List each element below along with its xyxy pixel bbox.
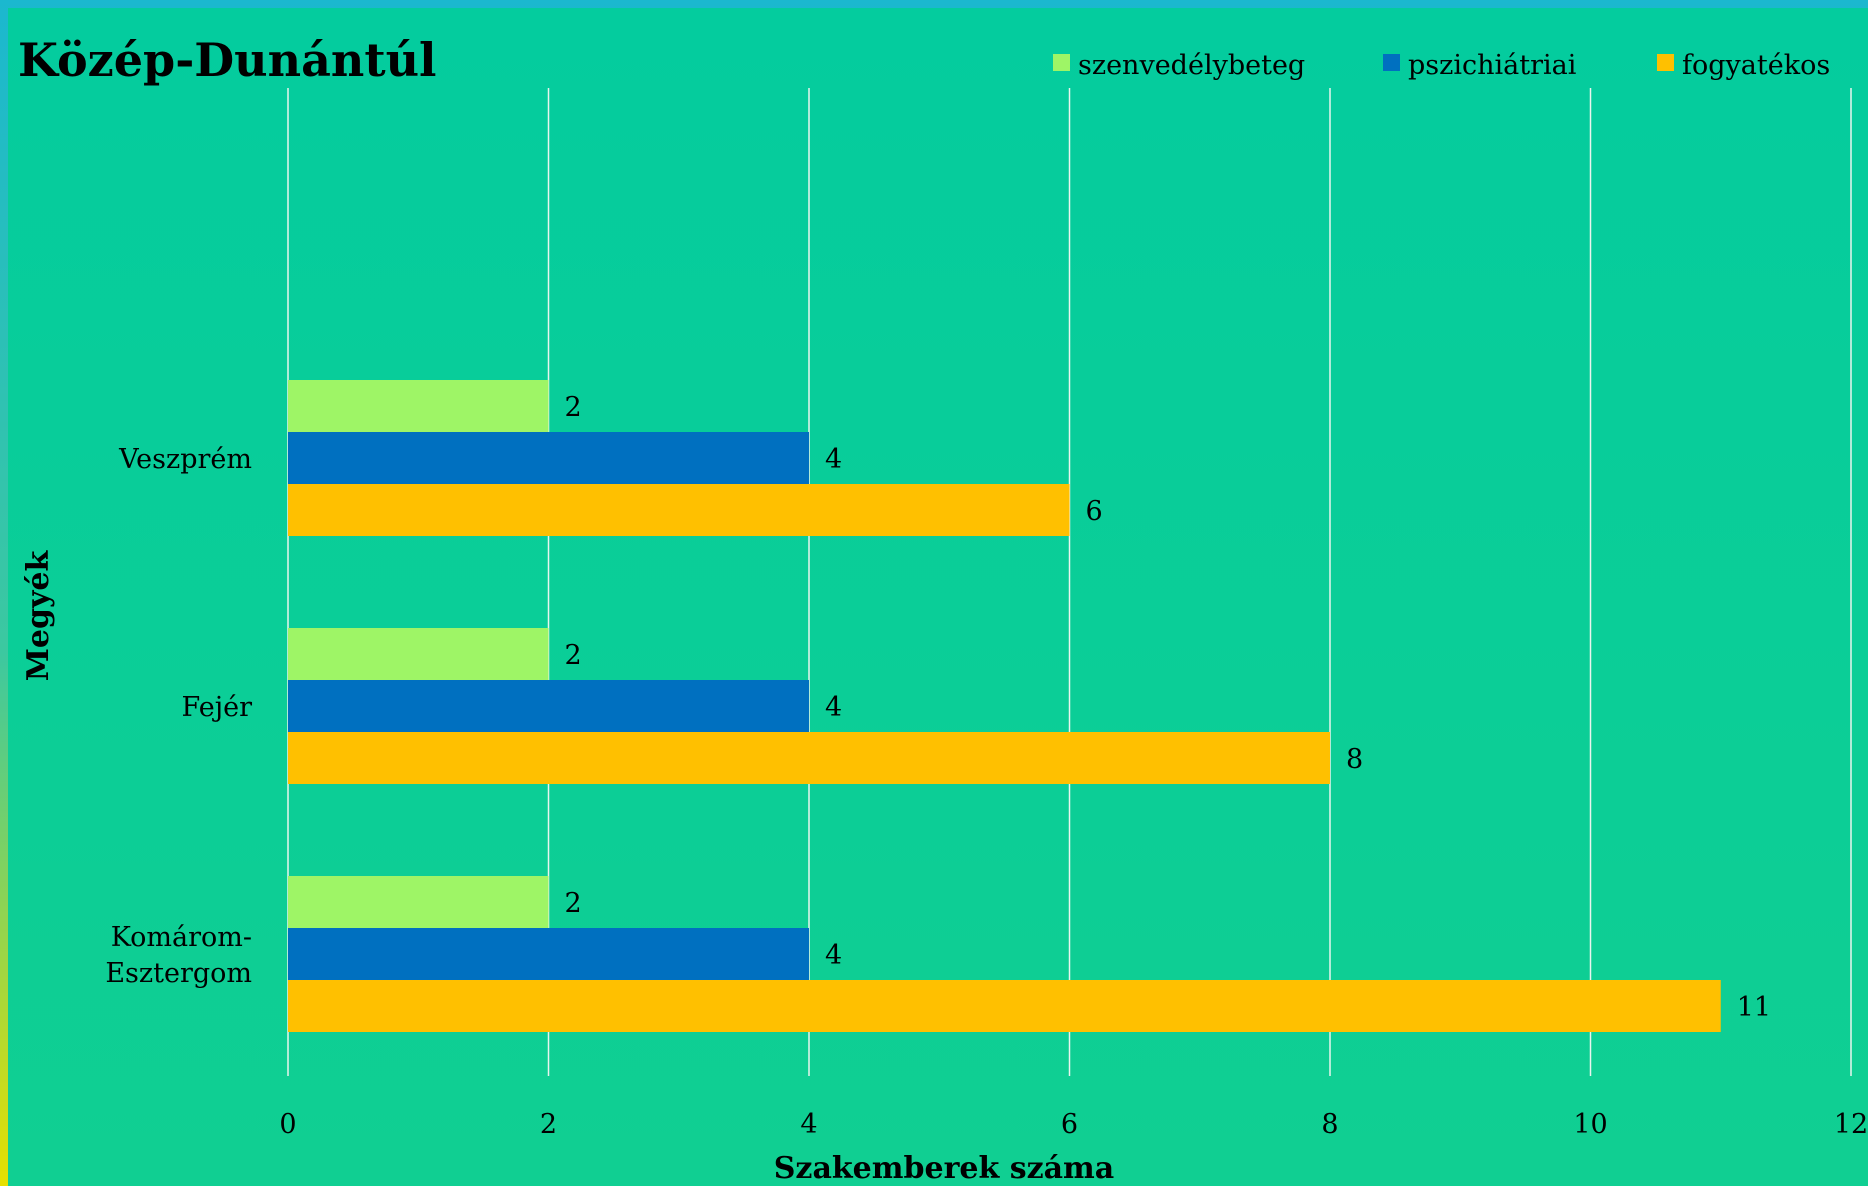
bars [288,380,1721,1032]
legend-label: pszichiátriai [1408,50,1577,81]
x-tick-label: 2 [540,1109,557,1140]
x-axis-title: Szakemberek száma [774,1151,1115,1186]
legend-label: fogyatékos [1682,50,1830,81]
y-category-labels: Veszprém Fejér Komárom- Esztergom [105,444,252,989]
x-tick-label: 4 [800,1109,817,1140]
legend: szenvedélybeteg pszichiátriai fogyatékos [1053,50,1830,81]
category-label: Komárom- [111,922,252,953]
bar [288,628,549,680]
y-axis-title: Megyék [21,549,56,681]
data-label: 2 [565,640,582,671]
x-tick-label: 10 [1573,1109,1607,1140]
category-label: Fejér [182,692,253,723]
legend-swatch [1053,54,1070,71]
gridlines [287,88,1852,1076]
data-label: 2 [565,888,582,919]
bar [288,732,1330,784]
x-tick-label: 12 [1834,1109,1868,1140]
chart-container: Közép-Dunántúl szenvedélybeteg pszichiátr… [8,8,1868,1186]
data-label: 8 [1346,744,1363,775]
bar [288,484,1070,536]
data-label: 11 [1737,992,1771,1023]
data-labels: 2 4 6 2 4 8 2 4 11 [565,392,1772,1023]
x-tick-label: 0 [279,1109,296,1140]
category-label: Esztergom [105,958,252,989]
x-tick-label: 8 [1321,1109,1338,1140]
bar [288,928,809,980]
bar [288,876,549,928]
chart-title: Közép-Dunántúl [18,33,437,87]
legend-swatch [1383,54,1400,71]
category-label: Veszprém [118,444,252,475]
data-label: 4 [825,940,842,971]
data-label: 4 [825,692,842,723]
bar [288,432,809,484]
bar [288,680,809,732]
data-label: 6 [1086,496,1103,527]
legend-label: szenvedélybeteg [1078,50,1305,81]
x-tick-label: 6 [1061,1109,1078,1140]
x-tick-labels: 0 2 4 6 8 10 12 [279,1109,1868,1140]
legend-swatch [1657,54,1674,71]
data-label: 4 [825,444,842,475]
chart-svg: Közép-Dunántúl szenvedélybeteg pszichiátr… [18,33,1868,1186]
bar [288,380,549,432]
data-label: 2 [565,392,582,423]
bar [288,980,1721,1032]
